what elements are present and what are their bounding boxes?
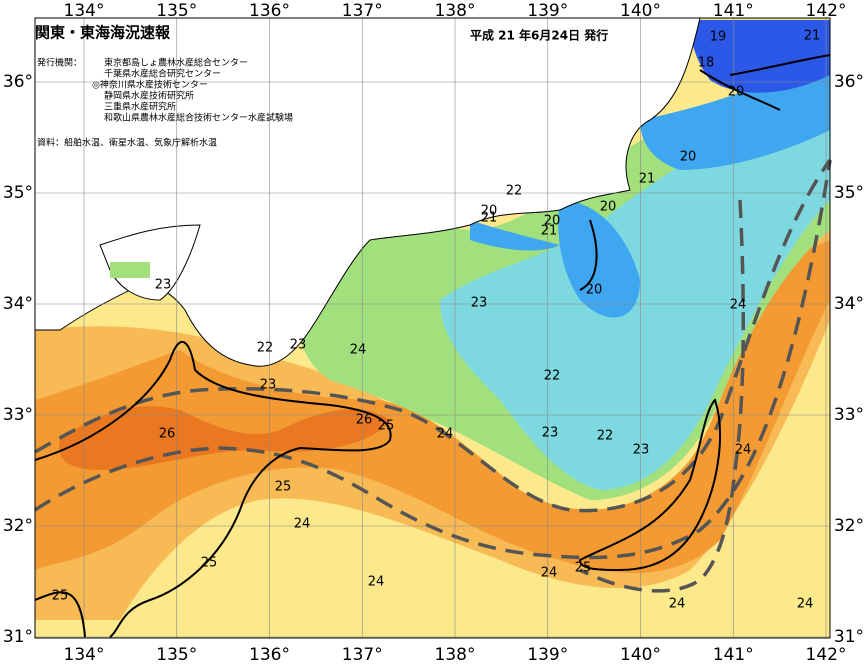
- issuer: 三重県水産研究所: [104, 101, 176, 113]
- contour-label: 23: [633, 443, 650, 458]
- issuer: ◎神奈川県水産技術センター: [92, 79, 208, 91]
- lat-label: 31°: [3, 627, 33, 647]
- lon-label: 136°: [249, 1, 290, 21]
- issue-date: 平成 21 年6月24日 発行: [470, 28, 608, 43]
- lat-label: 35°: [3, 183, 33, 203]
- lon-label: 141°: [713, 645, 754, 665]
- lon-label: 137°: [342, 1, 383, 21]
- lat-label: 34°: [834, 294, 864, 314]
- contour-label: 25: [201, 556, 218, 571]
- contour-label: 20: [586, 283, 603, 298]
- contour-label: 25: [52, 589, 69, 604]
- contour-label: 24: [368, 575, 385, 590]
- lat-label: 34°: [3, 294, 33, 314]
- issuers-label: 発行機関：: [37, 57, 82, 69]
- lon-label: 140°: [620, 645, 661, 665]
- lat-label: 31°: [834, 627, 864, 647]
- contour-label: 23: [155, 278, 172, 293]
- contour-label: 20: [481, 204, 498, 219]
- lon-label: 140°: [620, 1, 661, 21]
- lat-label: 36°: [3, 72, 33, 92]
- lon-label: 139°: [527, 1, 568, 21]
- contour-label: 22: [544, 369, 561, 384]
- lon-label: 138°: [435, 1, 476, 21]
- lon-label: 135°: [156, 1, 197, 21]
- contour-label: 21: [481, 211, 498, 226]
- lat-label: 32°: [834, 516, 864, 536]
- lon-label: 135°: [156, 645, 197, 665]
- lat-label: 33°: [834, 405, 864, 425]
- lon-label: 134°: [64, 645, 105, 665]
- map-frame: [34, 17, 831, 639]
- land: [34, 17, 701, 367]
- contour-label: 24: [797, 597, 814, 612]
- contour-label: 20: [544, 214, 561, 229]
- contour-label: 21: [804, 29, 821, 44]
- issuer: 千葉県水産総合研究センター: [104, 68, 221, 80]
- contour-label: 24: [541, 566, 558, 581]
- contour-label: 24: [735, 443, 752, 458]
- contour-label: 25: [275, 480, 292, 495]
- contour-label: 24: [437, 427, 454, 442]
- contour-label: 22: [597, 429, 614, 444]
- contour-label: 22: [257, 341, 274, 356]
- lon-label: 141°: [713, 1, 754, 21]
- contour-label: 21: [541, 224, 558, 239]
- contour-label: 20: [600, 200, 617, 215]
- contour-label: 23: [471, 296, 488, 311]
- contour-label: 24: [350, 343, 367, 358]
- lon-label: 137°: [342, 645, 383, 665]
- lon-label: 134°: [64, 1, 105, 21]
- lat-label: 36°: [834, 72, 864, 92]
- contour-label: 23: [260, 378, 277, 393]
- contour-label: 21: [639, 172, 656, 187]
- contour-label: 26: [159, 427, 176, 442]
- contour-label: 22: [506, 184, 523, 199]
- contour-label: 20: [728, 85, 745, 100]
- issuer: 和歌山県農林水産総合技術センター水産試験場: [104, 112, 293, 124]
- lon-label: 136°: [249, 645, 290, 665]
- axis-labels: 134° 134° 135° 135° 136° 136° 137° 137° 138° 138°…: [3, 1, 864, 665]
- lon-label: 142°: [806, 645, 847, 665]
- contour-label: 24: [294, 517, 311, 532]
- lat-label: 35°: [834, 183, 864, 203]
- issuer: 静岡県水産技術研究所: [104, 90, 194, 102]
- lat-label: 33°: [3, 405, 33, 425]
- contour-label: 18: [698, 56, 715, 71]
- contour-label: 23: [290, 338, 307, 353]
- contour-label: 23: [542, 426, 559, 441]
- contour-label: 26: [356, 413, 373, 428]
- contour-label: 24: [730, 298, 747, 313]
- contour-label: 25: [575, 561, 592, 576]
- issuers-list: 東京都島しょ農林水産総合センター千葉県水産総合研究センター◎神奈川県水産技術セン…: [92, 57, 293, 124]
- contour-label: 19: [710, 30, 727, 45]
- title: 関東・東海海況速報: [35, 24, 171, 42]
- contour-label: 24: [669, 597, 686, 612]
- lon-label: 139°: [527, 645, 568, 665]
- lon-label: 142°: [806, 1, 847, 21]
- lat-label: 32°: [3, 516, 33, 536]
- lon-label: 138°: [435, 645, 476, 665]
- source: 資料：船舶水温、衛星水温、気象庁解析水温: [37, 137, 217, 149]
- contour-label: 20: [680, 150, 697, 165]
- contour-label: 25: [378, 419, 395, 434]
- issuer: 東京都島しょ農林水産総合センター: [104, 57, 248, 69]
- contours: [34, 54, 832, 638]
